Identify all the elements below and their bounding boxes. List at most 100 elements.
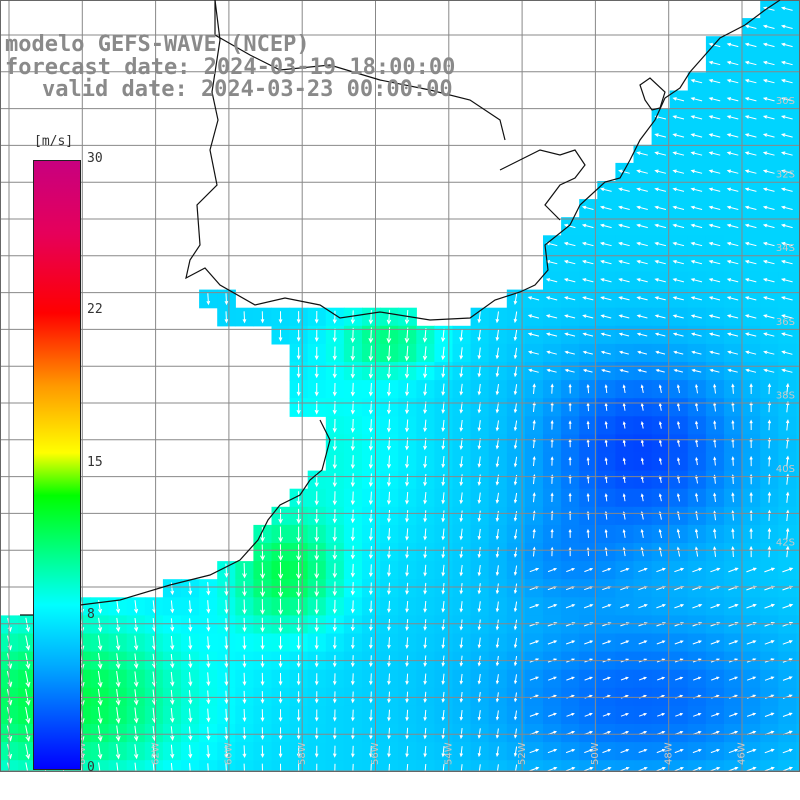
wind-arrow: [550, 419, 554, 430]
wind-arrow: [115, 671, 121, 688]
wind-arrow: [350, 346, 356, 361]
wind-arrow: [441, 546, 446, 559]
wind-arrow: [692, 748, 702, 754]
wind-arrow: [728, 766, 739, 772]
wind-arrow: [115, 635, 121, 651]
wind-arrow: [314, 509, 319, 524]
wind-arrow: [242, 763, 247, 772]
wind-arrow: [749, 455, 753, 467]
wind-arrow: [477, 601, 482, 613]
wind-arrow: [495, 456, 500, 468]
wind-arrow: [726, 223, 739, 229]
wind-arrow: [746, 567, 757, 573]
wind-arrow: [636, 314, 648, 319]
wind-arrow: [745, 332, 757, 337]
wind-arrow: [296, 617, 301, 633]
wind-arrow: [726, 260, 739, 265]
wind-arrow: [672, 151, 685, 156]
wind-arrow: [726, 241, 739, 247]
wind-arrow: [744, 205, 757, 210]
wind-arrow: [726, 187, 739, 192]
wind-arrow: [746, 603, 757, 609]
wind-arrow: [332, 364, 337, 379]
wind-arrow: [25, 635, 31, 651]
wind-arrow: [133, 744, 139, 760]
wind-arrow: [527, 296, 540, 301]
wind-arrow: [529, 640, 540, 645]
wind-arrow: [350, 473, 355, 488]
wind-arrow: [314, 562, 320, 579]
wind-arrow: [477, 510, 482, 523]
wind-arrow: [622, 493, 626, 502]
wind-arrow: [767, 401, 772, 413]
latitude-label: 30S: [776, 96, 795, 107]
wind-arrow: [405, 455, 410, 469]
wind-arrow: [565, 640, 576, 645]
wind-arrow: [405, 383, 410, 397]
wind-arrow: [672, 223, 685, 229]
wind-arrow: [780, 296, 793, 301]
wind-arrow: [673, 350, 684, 355]
wind-arrow: [387, 582, 391, 595]
wind-arrow: [695, 456, 699, 466]
wind-arrow: [563, 260, 576, 265]
wind-cell: [669, 760, 689, 772]
wind-arrow: [582, 296, 594, 301]
wind-cell: [796, 434, 800, 454]
wind-arrow: [368, 419, 373, 433]
wind-arrow: [708, 278, 721, 283]
wind-arrow: [708, 79, 721, 84]
wind-arrow: [495, 402, 500, 414]
wind-arrow: [618, 314, 630, 319]
wind-arrow: [673, 369, 684, 373]
wind-cell: [796, 561, 800, 580]
wind-arrow: [477, 692, 482, 703]
wind-cell: [144, 760, 164, 772]
wind-arrow: [350, 491, 355, 506]
wind-arrow: [97, 706, 103, 725]
wind-arrow: [224, 293, 229, 306]
wind-arrow: [459, 474, 464, 487]
wind-arrow: [690, 260, 703, 265]
wind-arrow: [781, 332, 793, 337]
wind-arrow: [785, 545, 790, 558]
wind-arrow: [785, 382, 790, 395]
wind-arrow: [708, 169, 721, 174]
wind-arrow: [350, 455, 355, 470]
wind-arrow: [296, 508, 301, 524]
wind-arrow: [746, 766, 757, 772]
wind-arrow: [584, 640, 594, 645]
wind-arrow: [654, 241, 667, 247]
wind-arrow: [636, 296, 648, 301]
wind-arrow: [332, 636, 337, 650]
wind-arrow: [550, 528, 554, 539]
wind-arrow: [726, 151, 739, 156]
wind-cell: [796, 579, 800, 598]
wind-arrow: [98, 762, 102, 772]
wind-arrow: [405, 600, 409, 613]
wind-arrow: [640, 384, 644, 393]
wind-arrow: [405, 637, 409, 649]
wind-arrow: [599, 223, 612, 229]
wind-arrow: [278, 709, 283, 722]
wind-arrow: [636, 241, 648, 247]
wind-arrow: [638, 604, 648, 609]
wind-arrow: [495, 619, 500, 631]
wind-arrow: [332, 745, 337, 758]
wind-arrow: [546, 350, 557, 355]
wind-arrow: [780, 6, 793, 11]
wind-arrow: [690, 296, 703, 301]
wind-arrow: [188, 708, 193, 723]
wind-arrow: [387, 673, 391, 686]
wind-arrow: [726, 278, 739, 283]
wind-cell: [561, 760, 580, 772]
wind-arrow: [780, 42, 793, 48]
wind-arrow: [618, 169, 630, 174]
wind-arrow: [459, 710, 464, 721]
wind-arrow: [404, 364, 410, 379]
wind-arrow: [654, 223, 667, 229]
wind-arrow: [527, 314, 540, 319]
wind-arrow: [622, 384, 626, 393]
wind-arrow: [618, 260, 630, 265]
wind-arrow: [744, 278, 757, 283]
